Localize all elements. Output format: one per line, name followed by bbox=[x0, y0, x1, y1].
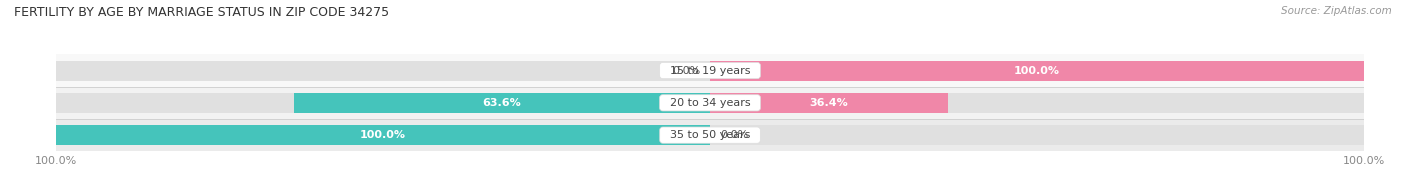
Bar bbox=[710, 93, 948, 113]
Bar bbox=[710, 61, 1364, 81]
Bar bbox=[710, 125, 1364, 145]
Bar bbox=[56, 119, 1364, 151]
Bar bbox=[56, 125, 710, 145]
Text: 100.0%: 100.0% bbox=[1014, 65, 1060, 76]
Bar bbox=[56, 61, 710, 81]
Bar bbox=[294, 93, 710, 113]
Bar bbox=[56, 54, 1364, 87]
Text: 0.0%: 0.0% bbox=[672, 65, 700, 76]
Text: 20 to 34 years: 20 to 34 years bbox=[662, 98, 758, 108]
Bar bbox=[56, 125, 710, 145]
Bar bbox=[710, 93, 1364, 113]
Text: 15 to 19 years: 15 to 19 years bbox=[662, 65, 758, 76]
Bar bbox=[56, 93, 710, 113]
Bar bbox=[710, 61, 1364, 81]
Text: 36.4%: 36.4% bbox=[810, 98, 848, 108]
Bar bbox=[56, 87, 1364, 119]
Text: 100.0%: 100.0% bbox=[360, 130, 406, 140]
Text: FERTILITY BY AGE BY MARRIAGE STATUS IN ZIP CODE 34275: FERTILITY BY AGE BY MARRIAGE STATUS IN Z… bbox=[14, 6, 389, 19]
Text: 63.6%: 63.6% bbox=[482, 98, 522, 108]
Text: Source: ZipAtlas.com: Source: ZipAtlas.com bbox=[1281, 6, 1392, 16]
Text: 35 to 50 years: 35 to 50 years bbox=[662, 130, 758, 140]
Text: 0.0%: 0.0% bbox=[720, 130, 748, 140]
